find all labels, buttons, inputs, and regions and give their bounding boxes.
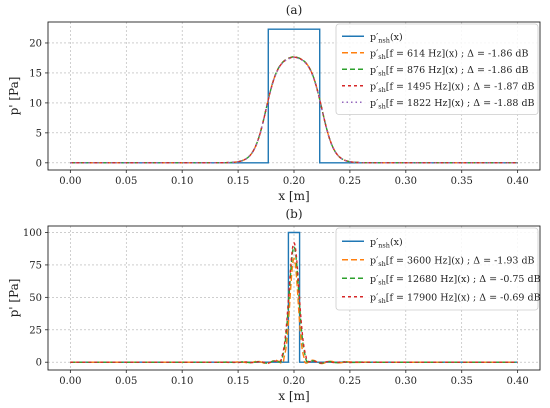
series-line-5 [70, 56, 518, 164]
y-tick-label: 10 [29, 98, 42, 109]
y-tick-label: 100 [23, 228, 42, 239]
y-tick-label: 5 [36, 128, 42, 139]
x-tick-label: 0.10 [171, 376, 193, 387]
y-tick-label: 50 [29, 293, 42, 304]
legend-entry: p′sh[f = 12680 Hz](x) ; Δ = -0.75 dB [370, 274, 541, 287]
y-tick-label: 75 [29, 260, 42, 271]
x-tick-label: 0.25 [339, 176, 361, 187]
y-axis-label: p' [Pa] [7, 279, 21, 318]
plot-frame [47, 21, 541, 171]
legend-entry: p′sh[f = 3600 Hz](x) ; Δ = -1.93 dB [370, 255, 535, 268]
y-tick-label: 25 [29, 325, 42, 336]
panel-label: (b) [285, 207, 302, 221]
legend-entry: p′nsh(x) [370, 32, 403, 45]
y-tick-label: 0 [36, 158, 42, 169]
legend-box [335, 227, 539, 311]
y-tick-label: 20 [29, 38, 42, 49]
x-tick-label: 0.05 [115, 176, 137, 187]
y-tick-label: 15 [29, 68, 42, 79]
x-tick-label: 0.00 [59, 376, 81, 387]
x-axis-label: x [m] [278, 189, 309, 203]
legend-entry: p′sh[f = 1495 Hz](x) ; Δ = -1.87 dB [370, 81, 535, 94]
legend-entry: p′sh[f = 17900 Hz](x) ; Δ = -0.69 dB [370, 292, 541, 305]
plot-frame [47, 225, 541, 371]
panel-label: (a) [286, 3, 303, 17]
x-tick-label: 0.40 [507, 176, 529, 187]
chart-panel-a: (a) 0.00 0.05 0.10 0.15 0.20 0.25 0.30 0.35 0.40 0… [7, 3, 541, 203]
x-tick-label: 0.00 [59, 176, 81, 187]
legend-entry: p′sh[f = 876 Hz](x) ; Δ = -1.86 dB [370, 65, 528, 78]
y-axis-label: p' [Pa] [7, 77, 21, 116]
x-tick-label: 0.40 [507, 376, 529, 387]
x-tick-label: 0.35 [451, 376, 473, 387]
x-tick-label: 0.15 [227, 376, 249, 387]
x-tick-label: 0.20 [283, 176, 305, 187]
x-tick-label: 0.30 [395, 376, 417, 387]
series-line-4 [70, 241, 518, 364]
x-tick-label: 0.10 [171, 176, 193, 187]
series-line-4 [70, 56, 518, 164]
x-axis-label: x [m] [278, 389, 309, 403]
chart-panel-b: (b) 0.00 0.05 0.10 0.15 0.20 0.25 0.30 0.35 0.40 0… [7, 207, 541, 403]
series-line-1 [70, 28, 518, 164]
legend-entry: p′nsh(x) [370, 237, 403, 250]
x-tick-label: 0.35 [451, 176, 473, 187]
legend-entry: p′sh[f = 1822 Hz](x) ; Δ = -1.88 dB [370, 98, 535, 111]
x-tick-label: 0.15 [227, 176, 249, 187]
x-tick-label: 0.20 [283, 376, 305, 387]
y-tick-label: 0 [36, 358, 42, 369]
x-tick-label: 0.30 [395, 176, 417, 187]
x-tick-label: 0.25 [339, 376, 361, 387]
legend-entry: p′sh[f = 614 Hz](x) ; Δ = -1.86 dB [370, 48, 528, 61]
x-tick-label: 0.05 [115, 376, 137, 387]
legend-box [335, 23, 539, 115]
